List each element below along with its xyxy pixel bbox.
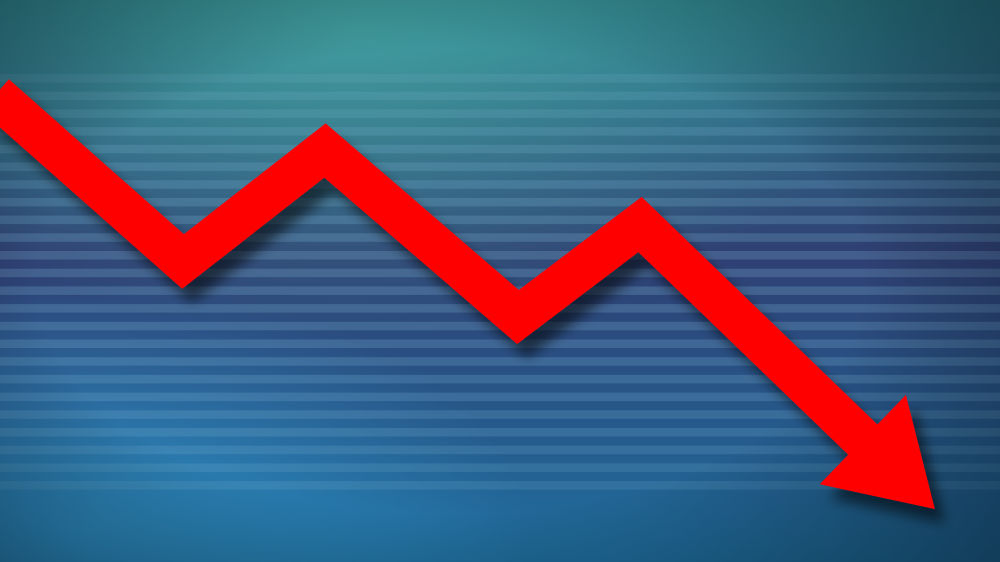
trend-arrow [0,79,935,509]
trend-arrow-head [819,394,935,509]
trend-arrow-line [0,79,889,466]
